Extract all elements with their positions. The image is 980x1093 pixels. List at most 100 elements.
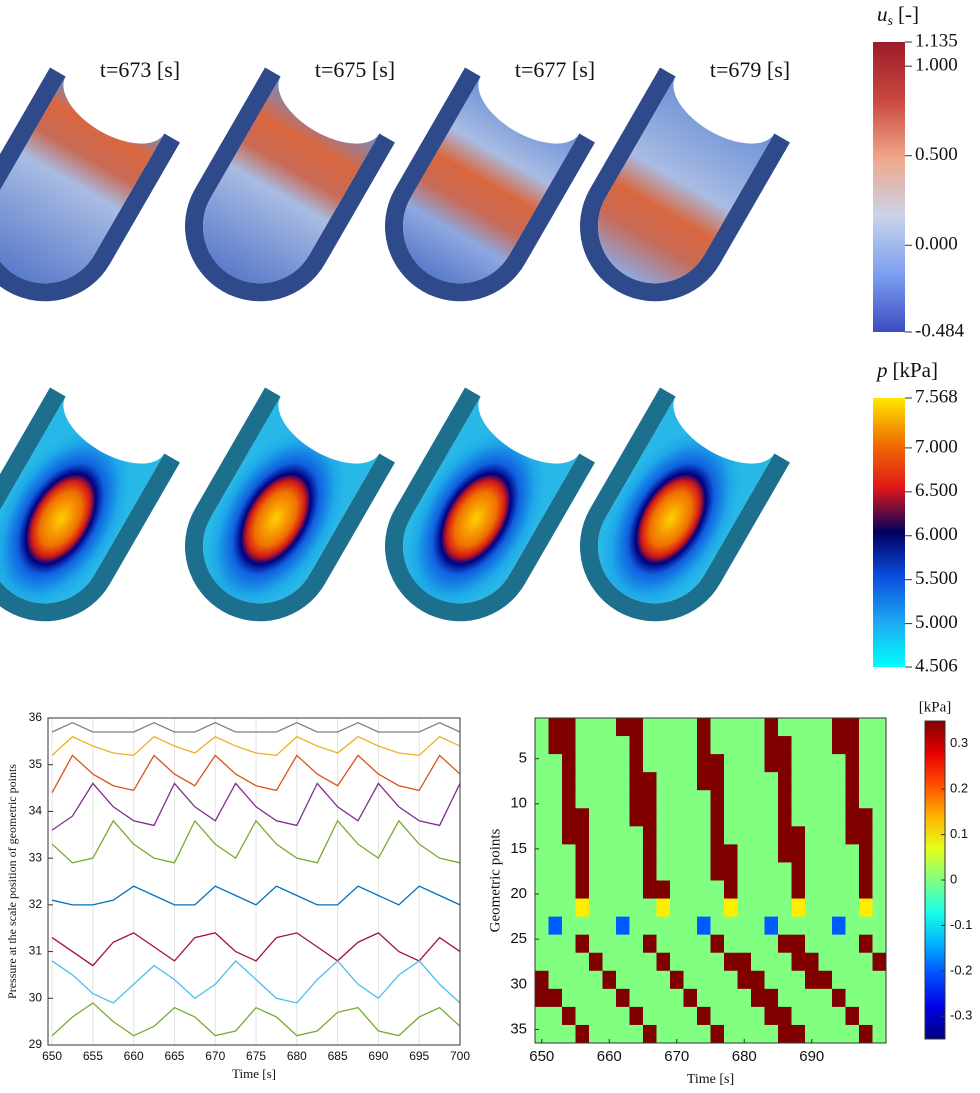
x-tick-label: 650 — [42, 1049, 62, 1063]
heat-cell — [616, 1007, 630, 1025]
heat-cell — [805, 1007, 819, 1025]
heat-cell — [684, 953, 698, 971]
heat-cell — [859, 881, 873, 899]
x-tick-label: 680 — [732, 1048, 757, 1065]
heat-cell — [846, 736, 860, 754]
colorbar-title: p[kPa] — [875, 358, 938, 382]
heat-cell — [819, 917, 833, 935]
heat-cell — [778, 826, 792, 844]
heat-cell — [873, 1025, 887, 1043]
heat-cell — [603, 935, 617, 953]
y-tick-label: 30 — [510, 975, 527, 992]
heat-cell — [535, 772, 549, 790]
heat-cell — [616, 989, 630, 1007]
heat-cell — [549, 790, 563, 808]
heat-cell — [751, 754, 765, 772]
y-tick-label: 20 — [510, 885, 527, 902]
heat-cell — [859, 917, 873, 935]
heat-cell — [859, 844, 873, 862]
heat-cell — [724, 844, 738, 862]
heat-cell — [792, 754, 806, 772]
heat-cell — [549, 718, 563, 736]
heat-cell — [589, 718, 603, 736]
heat-cell — [576, 1025, 590, 1043]
heat-cell — [805, 790, 819, 808]
heat-cell — [589, 917, 603, 935]
heat-cell — [576, 935, 590, 953]
heat-cell — [684, 808, 698, 826]
heat-cell — [832, 1007, 846, 1025]
heat-cell — [819, 808, 833, 826]
heat-cell — [549, 1025, 563, 1043]
heat-cell — [805, 826, 819, 844]
heat-cell — [792, 1025, 806, 1043]
heat-cell — [670, 790, 684, 808]
heat-cell — [643, 808, 657, 826]
heat-cell — [765, 862, 779, 880]
heat-cell — [873, 754, 887, 772]
heat-cell — [873, 862, 887, 880]
heat-cell — [684, 718, 698, 736]
heat-cell — [535, 935, 549, 953]
y-tick-label: 29 — [29, 1037, 43, 1051]
x-tick-label: 690 — [368, 1049, 388, 1063]
heat-cell — [630, 971, 644, 989]
heat-cell — [589, 881, 603, 899]
heat-cell — [751, 772, 765, 790]
heat-cell — [562, 989, 576, 1007]
heat-cell — [711, 899, 725, 917]
heat-cell — [549, 953, 563, 971]
heat-cell — [549, 881, 563, 899]
colorbar-tick-label: 7.000 — [915, 436, 958, 457]
heat-cell — [751, 899, 765, 917]
y-tick-label: 33 — [29, 850, 43, 864]
heat-cell — [576, 899, 590, 917]
heat-cell — [873, 808, 887, 826]
heat-cell — [616, 971, 630, 989]
heat-cell — [589, 1025, 603, 1043]
heat-cell — [711, 772, 725, 790]
heat-cell — [711, 989, 725, 1007]
heat-cell — [751, 881, 765, 899]
heat-cell — [603, 718, 617, 736]
colorbar-tick-label: 6.000 — [915, 524, 958, 545]
x-tick-label: 665 — [164, 1049, 184, 1063]
heat-cell — [684, 971, 698, 989]
heat-cell — [711, 844, 725, 862]
heat-cell — [792, 736, 806, 754]
heat-cell — [630, 754, 644, 772]
heat-cell — [630, 1025, 644, 1043]
x-tick-label: 650 — [529, 1048, 554, 1065]
heat-cell — [603, 881, 617, 899]
heat-cell — [873, 971, 887, 989]
heat-cell — [751, 718, 765, 736]
heat-cell — [657, 971, 671, 989]
heat-cell — [697, 736, 711, 754]
heat-cell — [765, 772, 779, 790]
heat-cell — [643, 772, 657, 790]
colorbar-unit: [kPa] — [893, 358, 939, 382]
heat-cell — [873, 718, 887, 736]
heat-cell — [589, 754, 603, 772]
heat-cell — [738, 1007, 752, 1025]
heat-cell — [603, 862, 617, 880]
heat-cell — [657, 1025, 671, 1043]
heat-cell — [805, 917, 819, 935]
y-tick-label: 10 — [510, 795, 527, 812]
heat-cell — [562, 790, 576, 808]
y-tick-label: 34 — [29, 804, 43, 818]
heat-cell — [805, 989, 819, 1007]
colorbar-tick-label: -0.484 — [915, 320, 965, 341]
heat-cell — [643, 754, 657, 772]
colorbar-symbol: u — [877, 2, 888, 26]
heat-cell — [859, 826, 873, 844]
heat-cell — [562, 736, 576, 754]
heat-cell — [711, 881, 725, 899]
heat-cell — [819, 899, 833, 917]
heat-cell — [765, 826, 779, 844]
heat-cell — [805, 772, 819, 790]
colorbar-tick-label: 5.000 — [915, 612, 958, 633]
heat-cell — [765, 808, 779, 826]
colorbar-tick-label: 6.500 — [915, 480, 958, 501]
heat-cell — [562, 1007, 576, 1025]
